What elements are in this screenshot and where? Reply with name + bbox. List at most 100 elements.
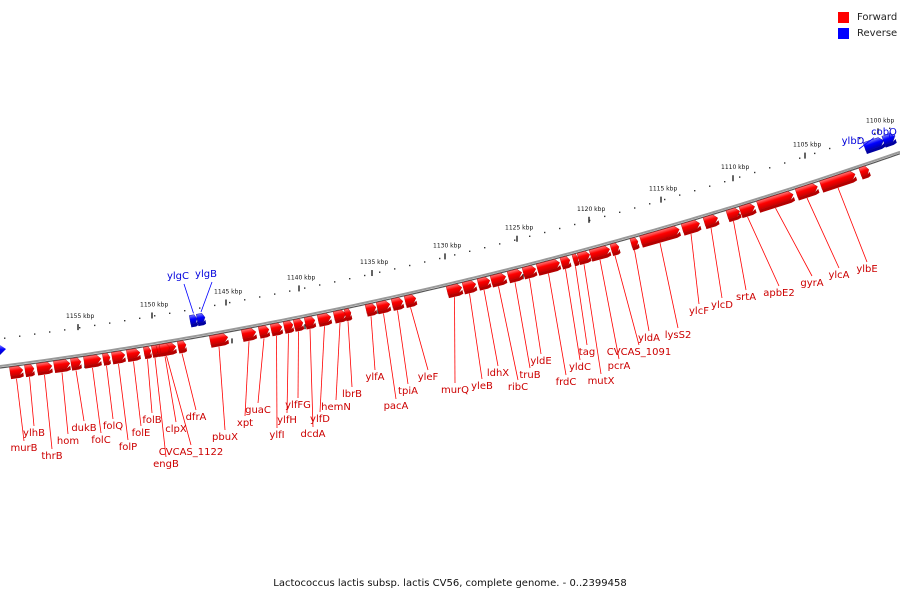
ruler-dot bbox=[754, 171, 756, 174]
gene-label-ylbD: ylbD bbox=[842, 136, 865, 147]
gene-label-srtA: srtA bbox=[736, 292, 756, 303]
ruler-dot bbox=[274, 293, 276, 295]
gene-label-leader bbox=[347, 321, 353, 388]
gene-label-leader bbox=[469, 293, 483, 380]
gene-label-leader bbox=[200, 281, 213, 313]
ruler-dot bbox=[154, 315, 156, 317]
gene-label-leader bbox=[166, 355, 192, 446]
map-caption: Lactococcus lactis subsp. lactis CV56, c… bbox=[273, 578, 627, 589]
gene-label-leader bbox=[548, 273, 567, 376]
ruler-dot bbox=[94, 324, 96, 327]
gene-label-leader bbox=[106, 365, 114, 420]
ruler-dot bbox=[859, 137, 861, 140]
forward-gene-ylfD bbox=[316, 313, 333, 327]
legend-forward: Forward bbox=[838, 9, 898, 25]
gene-label-yldE: yldE bbox=[530, 356, 551, 367]
ruler-dot bbox=[739, 176, 741, 178]
ruler-tick-label: 1120 kbp bbox=[577, 206, 605, 213]
ruler-dot bbox=[889, 127, 891, 129]
ruler-tick-label: 1150 kbp bbox=[140, 301, 168, 308]
ruler-dot bbox=[34, 333, 36, 335]
gene-label-ylhB: ylhB bbox=[23, 428, 45, 439]
forward-gene-folE bbox=[126, 348, 141, 362]
gene-label-leader bbox=[335, 322, 341, 401]
ruler-dot bbox=[394, 268, 396, 270]
gene-label-pacA: pacA bbox=[384, 401, 409, 412]
ruler-tick-label: 1100 kbp bbox=[866, 117, 894, 124]
forward-gene-tpiA bbox=[390, 297, 405, 311]
forward-gene-ylcF bbox=[680, 219, 702, 236]
genes-layer bbox=[0, 133, 897, 380]
forward-gene-xpt bbox=[241, 327, 258, 342]
ruler-dot bbox=[409, 264, 411, 267]
forward-gene-guaC bbox=[258, 325, 271, 339]
forward-gene-tag bbox=[571, 253, 580, 267]
forward-gene-lbrB bbox=[343, 308, 353, 322]
forward-gene-dfrA bbox=[177, 340, 188, 354]
ruler-dot bbox=[529, 235, 531, 237]
gene-label-yleB: yleB bbox=[471, 381, 493, 392]
ruler-tick-label: 1110 kbp bbox=[721, 164, 749, 171]
gene-label-leader bbox=[92, 367, 102, 434]
gene-label-leader bbox=[164, 356, 177, 423]
ruler-layer: 1155 kbp 1150 kbp 1145 kbp 1140 kbp 1135 kbp… bbox=[4, 117, 894, 379]
ruler-dot bbox=[664, 198, 666, 201]
ruler-dot bbox=[64, 329, 66, 331]
gene-label-leader bbox=[383, 313, 397, 400]
gene-label-folC: folC bbox=[91, 435, 110, 446]
gene-label-lbrB: lbrB bbox=[342, 389, 362, 400]
ruler-tick-label: 1125 kbp bbox=[505, 225, 533, 232]
gene-label-leader bbox=[575, 266, 588, 346]
gene-label-leader bbox=[309, 329, 314, 428]
forward-gene-thrB bbox=[36, 361, 53, 376]
ruler-dot bbox=[49, 331, 51, 333]
gene-label-ylfD: ylfD bbox=[310, 414, 330, 425]
ruler-dot bbox=[124, 320, 126, 322]
gene-label-gyrA: gyrA bbox=[800, 278, 823, 289]
gene-label-dukB: dukB bbox=[71, 423, 96, 434]
gene-label-leader bbox=[61, 372, 69, 435]
forward-gene-ylhB bbox=[24, 364, 35, 378]
ruler-dot bbox=[319, 284, 321, 286]
gene-label-leader bbox=[858, 137, 875, 150]
ruler-dot bbox=[709, 185, 711, 187]
gene-label-leader bbox=[286, 333, 289, 414]
gene-label-dcdA: dcdA bbox=[300, 429, 325, 440]
gene-label-CVCAS_1122: CVCAS_1122 bbox=[159, 447, 223, 458]
ruler-dot bbox=[19, 335, 21, 337]
forward-gene-dukB bbox=[70, 357, 82, 371]
ruler-dot bbox=[109, 322, 111, 324]
forward-gene-yldC bbox=[559, 256, 572, 270]
ruler-dot bbox=[229, 301, 231, 304]
gene-label-folE: folE bbox=[132, 428, 151, 439]
forward-gene-ylbE bbox=[819, 170, 858, 193]
gene-label-tag: tag bbox=[579, 347, 595, 358]
ruler-dot bbox=[634, 207, 636, 209]
gene-label-leader bbox=[118, 363, 129, 441]
ruler-dot bbox=[514, 239, 516, 241]
gene-label-leader bbox=[514, 282, 531, 369]
edge-reverse-gene bbox=[0, 345, 6, 355]
gene-label-hemN: hemN bbox=[321, 402, 351, 413]
gene-label-engB: engB bbox=[153, 459, 179, 470]
ruler-dot bbox=[784, 162, 786, 164]
forward-gene-apbE2 bbox=[738, 203, 757, 219]
forward-gene-yleB bbox=[461, 280, 478, 295]
gene-label-leader bbox=[775, 207, 813, 277]
gene-label-leader bbox=[276, 335, 278, 429]
forward-gene-folP bbox=[111, 350, 126, 365]
gene-label-lysS2: lysS2 bbox=[665, 330, 692, 341]
gene-label-leader bbox=[257, 338, 265, 404]
gene-label-leader bbox=[614, 255, 640, 346]
gene-label-ylgC: ylgC bbox=[167, 271, 189, 282]
gene-label-leader bbox=[837, 187, 868, 263]
gene-label-leader bbox=[529, 278, 542, 355]
forward-gene-yldE bbox=[521, 265, 538, 280]
forward-gene-pbuX bbox=[209, 333, 230, 348]
genome-backbone-shadow bbox=[0, 153, 900, 369]
forward-gene-folC bbox=[83, 354, 102, 369]
forward-gene-lysS2 bbox=[639, 225, 682, 248]
gene-label-ribC: ribC bbox=[508, 382, 528, 393]
gene-label-hom: hom bbox=[57, 436, 79, 447]
gene-label-ylfA: ylfA bbox=[365, 372, 384, 383]
